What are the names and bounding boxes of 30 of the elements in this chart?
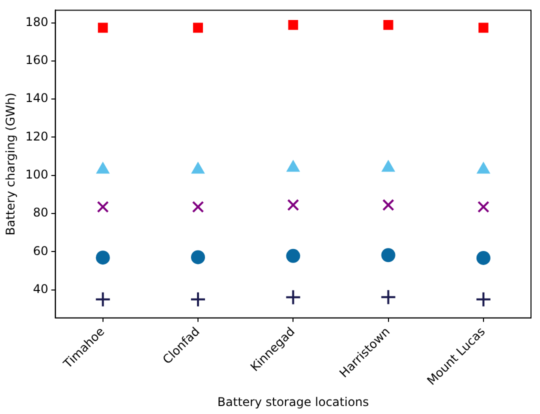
y-tick-label: 120 xyxy=(25,129,48,144)
point xyxy=(288,20,298,30)
y-tick-label: 40 xyxy=(33,282,48,296)
point xyxy=(381,248,396,262)
point xyxy=(477,200,490,213)
point xyxy=(191,250,206,264)
y-tick-label: 100 xyxy=(25,168,48,182)
point xyxy=(285,289,302,306)
point xyxy=(96,250,110,265)
point xyxy=(286,248,300,263)
point xyxy=(94,291,111,308)
point xyxy=(382,199,394,211)
x-axis-title: Battery storage locations xyxy=(217,394,369,409)
point xyxy=(193,22,203,33)
y-tick-label: 60 xyxy=(33,244,48,258)
y-tick-label: 160 xyxy=(25,53,48,68)
point xyxy=(475,291,492,308)
point xyxy=(476,250,490,265)
point xyxy=(383,20,394,30)
point xyxy=(190,291,206,308)
point xyxy=(287,199,300,211)
point xyxy=(478,22,488,33)
y-tick-label: 180 xyxy=(25,14,48,29)
point xyxy=(96,200,109,213)
point xyxy=(192,200,204,213)
point xyxy=(380,289,396,306)
y-axis-title: Battery charging (GWh) xyxy=(3,92,18,236)
point xyxy=(98,22,108,33)
y-tick-label: 80 xyxy=(33,206,48,220)
y-tick-label: 140 xyxy=(25,91,48,106)
